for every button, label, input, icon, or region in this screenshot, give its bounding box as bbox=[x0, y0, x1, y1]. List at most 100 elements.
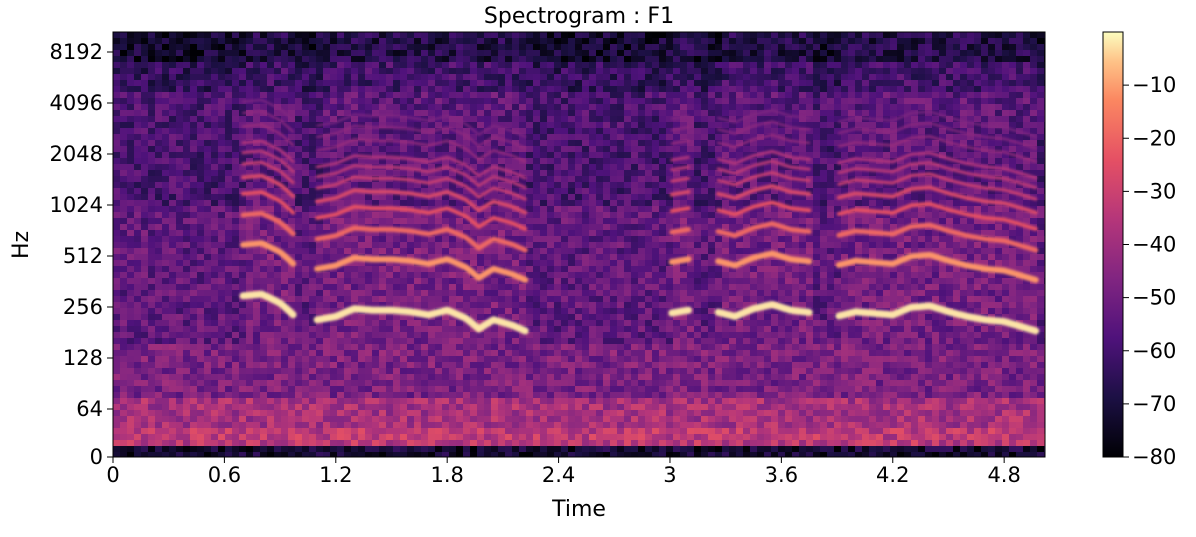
spectrogram-cell bbox=[323, 74, 331, 81]
spectrogram-cell bbox=[246, 446, 254, 453]
spectrogram-cell bbox=[197, 290, 205, 297]
spectrogram-cell bbox=[533, 44, 541, 51]
spectrogram-cell bbox=[547, 50, 555, 57]
spectrogram-cell bbox=[232, 188, 240, 195]
spectrogram-cell bbox=[344, 386, 352, 393]
spectrogram-cell bbox=[232, 410, 240, 417]
spectrogram-cell bbox=[169, 62, 177, 69]
spectrogram-cell bbox=[407, 158, 415, 165]
spectrogram-cell bbox=[365, 50, 373, 57]
spectrogram-cell bbox=[379, 410, 387, 417]
spectrogram-cell bbox=[407, 74, 415, 81]
spectrogram-cell bbox=[582, 104, 590, 111]
spectrogram-cell bbox=[190, 314, 198, 321]
spectrogram-cell bbox=[344, 194, 352, 201]
spectrogram-cell bbox=[337, 170, 345, 177]
spectrogram-cell bbox=[505, 344, 513, 351]
spectrogram-cell bbox=[141, 374, 149, 381]
spectrogram-cell bbox=[463, 350, 471, 357]
spectrogram-cell bbox=[211, 212, 219, 219]
spectrogram-cell bbox=[246, 362, 254, 369]
spectrogram-cell bbox=[337, 440, 345, 447]
spectrogram-cell bbox=[393, 212, 401, 219]
spectrogram-cell bbox=[582, 74, 590, 81]
spectrogram-cell bbox=[512, 128, 520, 135]
spectrogram-cell bbox=[225, 74, 233, 81]
spectrogram-cell bbox=[281, 440, 289, 447]
spectrogram-cell bbox=[183, 446, 191, 453]
spectrogram-cell bbox=[295, 188, 303, 195]
spectrogram-cell bbox=[428, 296, 436, 303]
spectrogram-cell bbox=[491, 422, 499, 429]
spectrogram-cell bbox=[204, 224, 212, 231]
spectrogram-cell bbox=[400, 194, 408, 201]
spectrogram-cell bbox=[302, 374, 310, 381]
spectrogram-cell bbox=[337, 164, 345, 171]
spectrogram-cell bbox=[302, 32, 310, 39]
spectrogram-cell bbox=[540, 374, 548, 381]
spectrogram-cell bbox=[190, 248, 198, 255]
spectrogram-cell bbox=[260, 308, 268, 315]
spectrogram-cell bbox=[589, 422, 597, 429]
spectrogram-cell bbox=[421, 422, 429, 429]
spectrogram-cell bbox=[512, 452, 520, 457]
spectrogram-cell bbox=[589, 152, 597, 159]
spectrogram-cell bbox=[400, 356, 408, 363]
spectrogram-cell bbox=[141, 428, 149, 435]
spectrogram-cell bbox=[561, 242, 569, 249]
spectrogram-cell bbox=[596, 92, 604, 99]
spectrogram-cell bbox=[302, 212, 310, 219]
spectrogram-cell bbox=[183, 368, 191, 375]
spectrogram-cell bbox=[351, 200, 359, 207]
spectrogram-cell bbox=[260, 446, 268, 453]
spectrogram-cell bbox=[575, 380, 583, 387]
spectrogram-cell bbox=[274, 38, 282, 45]
spectrogram-cell bbox=[351, 350, 359, 357]
spectrogram-cell bbox=[568, 74, 576, 81]
spectrogram-cell bbox=[582, 248, 590, 255]
spectrogram-cell bbox=[232, 446, 240, 453]
spectrogram-cell bbox=[470, 278, 478, 285]
spectrogram-cell bbox=[183, 308, 191, 315]
spectrogram-cell bbox=[190, 74, 198, 81]
spectrogram-cell bbox=[575, 374, 583, 381]
spectrogram-cell bbox=[470, 284, 478, 291]
spectrogram-cell bbox=[225, 182, 233, 189]
spectrogram-cell bbox=[211, 206, 219, 213]
spectrogram-cell bbox=[162, 374, 170, 381]
spectrogram-cell bbox=[302, 44, 310, 51]
spectrogram-cell bbox=[197, 344, 205, 351]
spectrogram-cell bbox=[190, 266, 198, 273]
spectrogram-cell bbox=[421, 350, 429, 357]
spectrogram-cell bbox=[169, 140, 177, 147]
spectrogram-cell bbox=[204, 422, 212, 429]
spectrogram-cell bbox=[218, 284, 226, 291]
spectrogram-cell bbox=[260, 428, 268, 435]
spectrogram-cell bbox=[477, 296, 485, 303]
spectrogram-cell bbox=[491, 416, 499, 423]
spectrogram-cell bbox=[365, 104, 373, 111]
spectrogram-cell bbox=[120, 242, 128, 249]
spectrogram-cell bbox=[400, 314, 408, 321]
spectrogram-cell bbox=[589, 92, 597, 99]
spectrogram-cell bbox=[288, 350, 296, 357]
spectrogram-cell bbox=[183, 398, 191, 405]
spectrogram-cell bbox=[204, 116, 212, 123]
spectrogram-cell bbox=[575, 290, 583, 297]
spectrogram-cell bbox=[190, 188, 198, 195]
spectrogram-cell bbox=[197, 134, 205, 141]
spectrogram-cell bbox=[533, 434, 541, 441]
spectrogram-cell bbox=[274, 422, 282, 429]
spectrogram-cell bbox=[225, 428, 233, 435]
spectrogram-cell bbox=[477, 116, 485, 123]
spectrogram-cell bbox=[596, 374, 604, 381]
spectrogram-cell bbox=[379, 350, 387, 357]
spectrogram-cell bbox=[162, 110, 170, 117]
spectrogram-cell bbox=[470, 80, 478, 87]
spectrogram-cell bbox=[533, 158, 541, 165]
spectrogram-cell bbox=[337, 398, 345, 405]
spectrogram-cell bbox=[141, 296, 149, 303]
spectrogram-cell bbox=[358, 38, 366, 45]
spectrogram-cell bbox=[218, 170, 226, 177]
spectrogram-cell bbox=[358, 194, 366, 201]
